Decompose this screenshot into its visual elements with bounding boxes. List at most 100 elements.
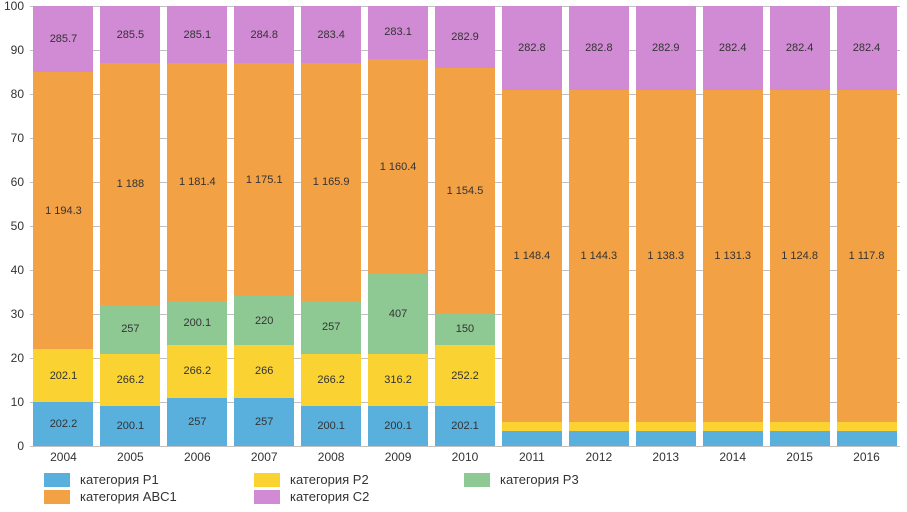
bar: 282.4 1 131.3 — [703, 6, 763, 446]
data-label: 282.8 — [518, 42, 546, 54]
data-label: 285.1 — [184, 29, 212, 41]
data-label: 1 144.3 — [580, 250, 617, 262]
segment-c2: 282.4 — [703, 6, 763, 90]
legend-label: категория P2 — [290, 472, 369, 487]
segment-c2: 285.7 — [33, 6, 93, 72]
segment-c2: 282.4 — [770, 6, 830, 90]
segment-p2 — [502, 422, 562, 431]
legend: категория P1категория P2категория P3кате… — [44, 472, 904, 506]
segment-p2 — [703, 422, 763, 431]
data-label: 282.4 — [719, 42, 747, 54]
data-label: 1 165.9 — [313, 176, 350, 188]
segment-abc1: 1 144.3 — [569, 90, 629, 422]
bar: 285.71 194.3202.1202.2 — [33, 6, 93, 446]
segment-abc1: 1 117.8 — [837, 90, 897, 422]
bars-container: 285.71 194.3202.1202.2285.51 188257266.2… — [30, 6, 900, 446]
x-tick-label: 2013 — [636, 450, 696, 464]
data-label: 1 131.3 — [714, 250, 751, 262]
segment-c2: 282.8 — [502, 6, 562, 90]
legend-label: категория P1 — [80, 472, 159, 487]
data-label: 257 — [255, 416, 273, 428]
segment-p1: 257 — [234, 398, 294, 446]
x-tick-label: 2015 — [770, 450, 830, 464]
segment-p1: 202.1 — [435, 406, 495, 446]
bar: 282.9 1 154.5150 252.2 202.1 — [435, 6, 495, 446]
x-tick-label: 2012 — [569, 450, 629, 464]
legend-swatch — [254, 490, 280, 504]
data-label: 202.1 — [50, 370, 78, 382]
segment-p1 — [636, 431, 696, 446]
data-label: 257 — [121, 323, 139, 335]
segment-p1 — [837, 431, 897, 446]
y-tick-label: 40 — [11, 263, 30, 277]
y-tick-label: 20 — [11, 351, 30, 365]
data-label: 1 188 — [117, 178, 145, 190]
segment-abc1: 1 154.5 — [435, 68, 495, 314]
y-tick-label: 60 — [11, 175, 30, 189]
data-label: 282.4 — [853, 42, 881, 54]
segment-abc1: 1 148.4 — [502, 90, 562, 422]
x-tick-label: 2009 — [368, 450, 428, 464]
data-label: 266.2 — [184, 365, 212, 377]
data-label: 252.2 — [451, 370, 479, 382]
segment-p3: 220 — [234, 296, 294, 344]
data-label: 1 138.3 — [647, 250, 684, 262]
bar: 282.4 1 117.8 — [837, 6, 897, 446]
legend-item-p2: категория P2 — [254, 472, 464, 487]
data-label: 202.2 — [50, 418, 78, 430]
y-tick-label: 70 — [11, 131, 30, 145]
data-label: 266.2 — [317, 374, 345, 386]
data-label: 283.1 — [384, 26, 412, 38]
segment-abc1: 1 131.3 — [703, 90, 763, 422]
bar: 282.8 1 148.4 — [502, 6, 562, 446]
data-label: 282.4 — [786, 42, 814, 54]
data-label: 200.1 — [184, 317, 212, 329]
data-label: 282.9 — [652, 42, 680, 54]
segment-p3: 407 — [368, 274, 428, 353]
x-tick-label: 2007 — [234, 450, 294, 464]
x-tick-label: 2008 — [301, 450, 361, 464]
segment-p1: 200.1 — [368, 406, 428, 446]
x-tick-label: 2010 — [435, 450, 495, 464]
data-label: 282.9 — [451, 31, 479, 43]
legend-item-c2: категория C2 — [254, 489, 464, 504]
data-label: 316.2 — [384, 374, 412, 386]
bar: 282.9 1 138.3 — [636, 6, 696, 446]
data-label: 200.1 — [384, 420, 412, 432]
segment-c2: 283.1 — [368, 6, 428, 59]
y-tick-label: 100 — [4, 0, 30, 13]
data-label: 200.1 — [117, 420, 145, 432]
segment-c2: 285.1 — [167, 6, 227, 63]
legend-item-abc1: категория ABC1 — [44, 489, 254, 504]
data-label: 282.8 — [585, 42, 613, 54]
data-label: 407 — [389, 308, 407, 320]
segment-p1: 200.1 — [100, 406, 160, 446]
segment-c2: 285.5 — [100, 6, 160, 63]
segment-p2: 202.1 — [33, 349, 93, 402]
segment-abc1: 1 160.4 — [368, 59, 428, 275]
x-tick-label: 2014 — [703, 450, 763, 464]
y-tick-label: 0 — [17, 439, 30, 453]
data-label: 1 148.4 — [514, 250, 551, 262]
legend-row: категория ABC1категория C2 — [44, 489, 904, 504]
y-tick-label: 50 — [11, 219, 30, 233]
segment-p3: 200.1 — [167, 301, 227, 345]
segment-p3: 150 — [435, 314, 495, 345]
segment-p2: 266.2 — [167, 345, 227, 398]
bar: 282.41 124.8 — [770, 6, 830, 446]
data-label: 257 — [322, 321, 340, 333]
legend-item-p1: категория P1 — [44, 472, 254, 487]
segment-p2: 266.2 — [100, 354, 160, 407]
bar: 284.81 175.1220266257 — [234, 6, 294, 446]
x-tick-label: 2016 — [837, 450, 897, 464]
legend-swatch — [464, 473, 490, 487]
segment-abc1: 1 165.9 — [301, 63, 361, 301]
legend-swatch — [254, 473, 280, 487]
segment-c2: 283.4 — [301, 6, 361, 63]
x-tick-label: 2006 — [167, 450, 227, 464]
segment-c2: 282.9 — [636, 6, 696, 90]
data-label: 220 — [255, 315, 273, 327]
data-label: 200.1 — [317, 420, 345, 432]
segment-c2: 282.9 — [435, 6, 495, 68]
segment-p2: 266.2 — [301, 354, 361, 407]
